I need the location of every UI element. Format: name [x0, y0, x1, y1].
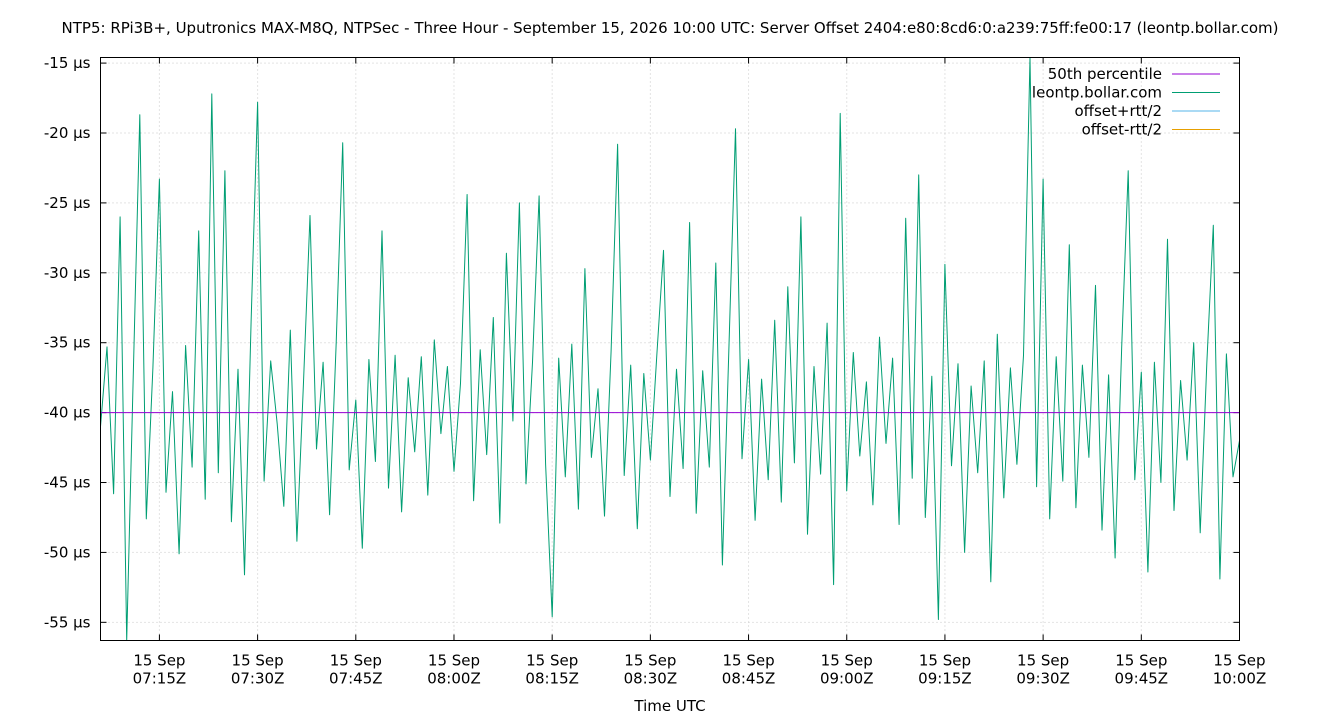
legend-label: offset+rtt/2	[1074, 102, 1162, 120]
series-lines	[100, 57, 1240, 641]
x-tick-label: 15 Sep 09:15Z	[918, 652, 972, 688]
x-tick-date: 15 Sep	[232, 652, 284, 670]
y-tick-label: -15 µs	[44, 54, 91, 72]
x-tick-time: 08:15Z	[525, 670, 579, 688]
chart-title: NTP5: RPi3B+, Uputronics MAX-M8Q, NTPSec…	[61, 19, 1279, 37]
x-tick-label: 15 Sep 07:45Z	[329, 652, 383, 688]
y-tick-label: -20 µs	[44, 124, 91, 142]
y-tick-label: -35 µs	[44, 334, 91, 352]
legend-label: leontp.bollar.com	[1032, 84, 1162, 102]
x-tick-time: 09:15Z	[918, 670, 972, 688]
x-tick-date: 15 Sep	[624, 652, 676, 670]
x-tick-time: 07:45Z	[329, 670, 383, 688]
x-tick-label: 15 Sep 07:30Z	[231, 652, 285, 688]
x-tick-time: 09:45Z	[1115, 670, 1169, 688]
x-tick-date: 15 Sep	[330, 652, 382, 670]
y-tick-label: -25 µs	[44, 194, 91, 212]
x-tick-label: 15 Sep 08:15Z	[525, 652, 579, 688]
plot-frame	[100, 57, 1240, 641]
y-tick-label: -40 µs	[44, 404, 91, 422]
y-axis: -15 µs -20 µs -25 µs -30 µs -35 µs -40 µs -45 …	[44, 54, 1240, 631]
x-tick-label: 15 Sep 09:30Z	[1016, 652, 1070, 688]
x-tick-date: 15 Sep	[722, 652, 774, 670]
legend-label: 50th percentile	[1048, 65, 1162, 83]
legend: 50th percentileleontp.bollar.comoffset+r…	[1032, 65, 1220, 139]
x-tick-time: 07:30Z	[231, 670, 285, 688]
x-tick-label: 15 Sep 10:00Z	[1213, 652, 1267, 688]
x-tick-label: 15 Sep 08:30Z	[624, 652, 678, 688]
x-tick-time: 09:00Z	[820, 670, 874, 688]
x-tick-label: 15 Sep 09:45Z	[1115, 652, 1169, 688]
x-tick-time: 08:45Z	[722, 670, 776, 688]
x-tick-time: 10:00Z	[1213, 670, 1267, 688]
series-line-1	[100, 57, 1240, 641]
x-tick-date: 15 Sep	[133, 652, 185, 670]
x-tick-date: 15 Sep	[1017, 652, 1069, 670]
y-tick-label: -45 µs	[44, 474, 91, 492]
x-tick-label: 15 Sep 08:45Z	[722, 652, 776, 688]
legend-label: offset-rtt/2	[1082, 121, 1162, 139]
x-tick-time: 08:00Z	[427, 670, 481, 688]
x-tick-label: 15 Sep 08:00Z	[427, 652, 481, 688]
x-tick-time: 07:15Z	[133, 670, 187, 688]
x-tick-date: 15 Sep	[526, 652, 578, 670]
x-axis-label: Time UTC	[634, 697, 706, 715]
grid-lines	[100, 57, 1240, 641]
x-tick-date: 15 Sep	[1115, 652, 1167, 670]
x-tick-label: 15 Sep 09:00Z	[820, 652, 874, 688]
x-tick-label: 15 Sep 07:15Z	[133, 652, 187, 688]
x-tick-time: 08:30Z	[624, 670, 678, 688]
x-tick-time: 09:30Z	[1016, 670, 1070, 688]
y-tick-label: -55 µs	[44, 613, 91, 631]
y-tick-label: -30 µs	[44, 264, 91, 282]
x-tick-date: 15 Sep	[919, 652, 971, 670]
x-tick-date: 15 Sep	[1213, 652, 1265, 670]
x-tick-date: 15 Sep	[821, 652, 873, 670]
x-tick-date: 15 Sep	[428, 652, 480, 670]
y-tick-label: -50 µs	[44, 543, 91, 561]
